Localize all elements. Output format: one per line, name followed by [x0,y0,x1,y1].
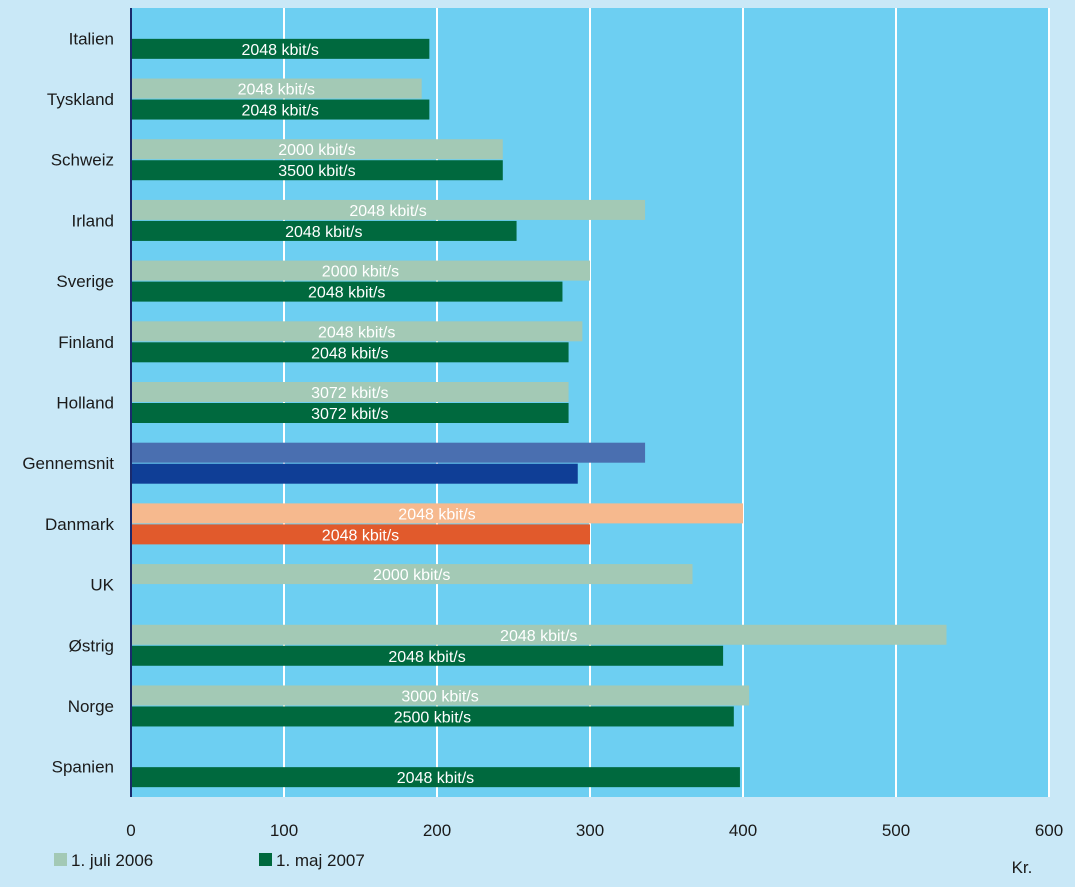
category-label: Sverige [56,272,114,291]
bar-data-label: 2048 kbit/s [322,527,399,544]
bar-data-label: 2048 kbit/s [241,103,318,120]
bar-data-label: 2048 kbit/s [388,649,465,666]
x-tick-label: 200 [423,821,451,840]
x-tick-label: 400 [729,821,757,840]
category-label: Tyskland [47,90,114,109]
x-tick-label: 100 [270,821,298,840]
x-tick-label: 0 [126,821,135,840]
bar [132,645,724,666]
bar [132,260,590,281]
bar-data-label: 2048 kbit/s [397,770,474,787]
category-labels: Italien Tyskland Schweiz Irland Sverige Finla… [22,29,114,776]
category-label: Schweiz [51,151,114,170]
bar-data-label: 2048 kbit/s [241,42,318,59]
x-tick-label: 500 [882,821,910,840]
bar [132,442,646,463]
bar [132,767,740,788]
bar-data-label: 2048 kbit/s [349,203,426,220]
bar [132,38,430,59]
category-label: Gennemsnit [22,454,114,473]
bar [132,160,503,181]
bar-data-label: 2048 kbit/s [398,506,475,523]
bar [132,281,563,302]
bar [132,685,750,706]
bar-data-label: 2048 kbit/s [500,628,577,645]
category-label: UK [90,576,114,595]
legend-swatch [259,853,272,866]
bar [132,220,517,241]
bar-data-label: 2048 kbit/s [318,324,395,341]
legend-label: 1. maj 2007 [276,851,365,870]
bar [132,403,569,423]
category-label: Irland [71,211,114,230]
legend-label: 1. juli 2006 [71,851,153,870]
x-tick-label: 600 [1035,821,1063,840]
bar [132,503,743,524]
legend-swatch [54,853,67,866]
bars: 2048 kbit/s 2048 kbit/s 2048 kbit/s 2000 kb… [132,38,947,788]
bar-data-label: 2048 kbit/s [285,224,362,241]
bar-data-label: 2000 kbit/s [278,142,355,159]
bar [132,564,693,585]
bar-data-label: 2000 kbit/s [322,264,399,281]
bar [132,199,646,220]
bar-data-label: 3500 kbit/s [278,163,355,180]
legend: 1. juli 2006 1. maj 2007 [54,851,365,870]
category-label: Spanien [52,758,114,777]
bar [132,321,583,342]
bar [132,342,569,363]
bar [132,624,947,645]
category-label: Norge [68,697,114,716]
bar [132,78,422,99]
bar-data-label: 2048 kbit/s [308,285,385,302]
x-tick-labels: 0 100 200 300 400 500 600 [126,821,1063,840]
category-label: Holland [56,394,114,413]
bar-data-label: 2048 kbit/s [311,345,388,362]
bar [132,139,503,160]
bar-data-label: 3072 kbit/s [311,385,388,402]
category-label: Italien [69,29,114,48]
x-tick-label: 300 [576,821,604,840]
x-axis-unit-label: Kr. [1012,858,1033,877]
category-label: Finland [58,333,114,352]
bar-data-label: 2000 kbit/s [373,567,450,584]
bar-data-label: 2500 kbit/s [394,709,471,726]
category-label: Danmark [45,515,114,534]
bar [132,382,569,402]
bar [132,99,430,120]
bar-data-label: 2048 kbit/s [238,82,315,99]
category-label: Østrig [69,636,114,655]
bar [132,524,590,545]
bar-data-label: 3072 kbit/s [311,406,388,423]
bar [132,463,578,484]
bar [132,706,734,727]
bar-data-label: 3000 kbit/s [401,688,478,705]
